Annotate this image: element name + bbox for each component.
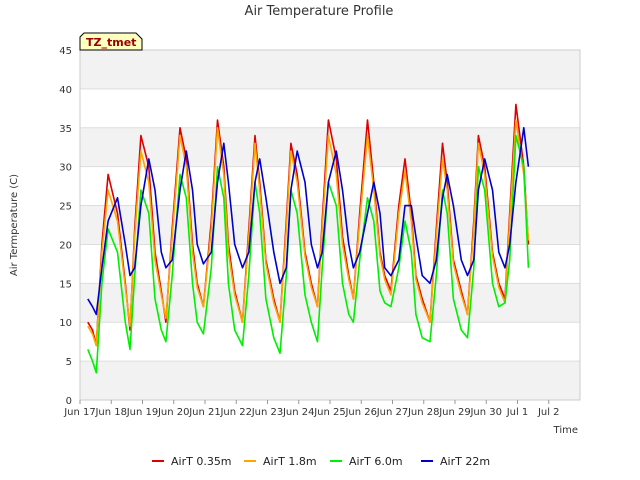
legend: AirT 0.35m AirT 1.8m AirT 6.0m AirT 22m: [152, 455, 490, 468]
y-tick-label: 0: [66, 396, 72, 407]
x-tick-label: Jun 21: [188, 407, 221, 418]
background-band: [80, 50, 580, 89]
x-tick-label: Jun 20: [157, 407, 190, 418]
badge-shape: [79, 32, 143, 51]
series-line-2: [87, 119, 530, 347]
chart-title: Air Temperature Profile: [245, 4, 394, 19]
y-tick-label: 10: [59, 318, 72, 329]
y-tick-label: 20: [59, 240, 72, 251]
background-band: [80, 361, 580, 400]
site-badge: TZ_tmet: [79, 32, 143, 51]
legend-label: AirT 0.35m: [171, 455, 232, 468]
x-tick-label: Jun 26: [344, 407, 377, 418]
x-tick-label: Jun 29: [438, 407, 471, 418]
y-tick-label: 25: [59, 202, 72, 213]
series-line-4: [87, 127, 530, 316]
x-tick-label: Jun 18: [94, 407, 127, 418]
x-tick-label: Jun 19: [126, 407, 159, 418]
x-tick-label: Jun 22: [219, 407, 252, 418]
x-tick-label: Jun 23: [251, 407, 284, 418]
series-layer: [87, 103, 530, 374]
y-tick-label: 15: [59, 279, 72, 290]
y-tick-label: 5: [66, 357, 72, 368]
x-axis-ticks: Jun 17 Jun 18 Jun 19 Jun 20 Jun 21 Jun 22 Jun …: [63, 400, 560, 418]
legend-label: AirT 1.8m: [263, 455, 317, 468]
x-axis-label: Time: [553, 425, 578, 436]
x-tick-label: Jun 17: [63, 407, 96, 418]
series-line-3: [87, 134, 530, 374]
legend-label: AirT 6.0m: [349, 455, 403, 468]
y-axis-ticks: 0 5 10 15 20 25 30 35 40 45: [59, 46, 72, 407]
y-tick-label: 45: [59, 46, 72, 57]
y-tick-label: 35: [59, 124, 72, 135]
x-tick-label: Jun 25: [313, 407, 346, 418]
y-tick-label: 30: [59, 163, 72, 174]
x-tick-label: Jun 27: [376, 407, 409, 418]
legend-label: AirT 22m: [440, 455, 490, 468]
x-tick-label: Jul 2: [537, 407, 560, 418]
x-tick-label: Jul 1: [506, 407, 529, 418]
plot-background-bands: [80, 50, 580, 400]
x-tick-label: Jun 30: [469, 407, 502, 418]
x-tick-label: Jun 24: [282, 407, 315, 418]
y-axis-label: Air Termperature (C): [9, 174, 20, 276]
y-tick-label: 40: [59, 85, 72, 96]
background-band: [80, 205, 580, 245]
badge-label: TZ_tmet: [86, 36, 136, 49]
x-tick-label: Jun 28: [407, 407, 440, 418]
